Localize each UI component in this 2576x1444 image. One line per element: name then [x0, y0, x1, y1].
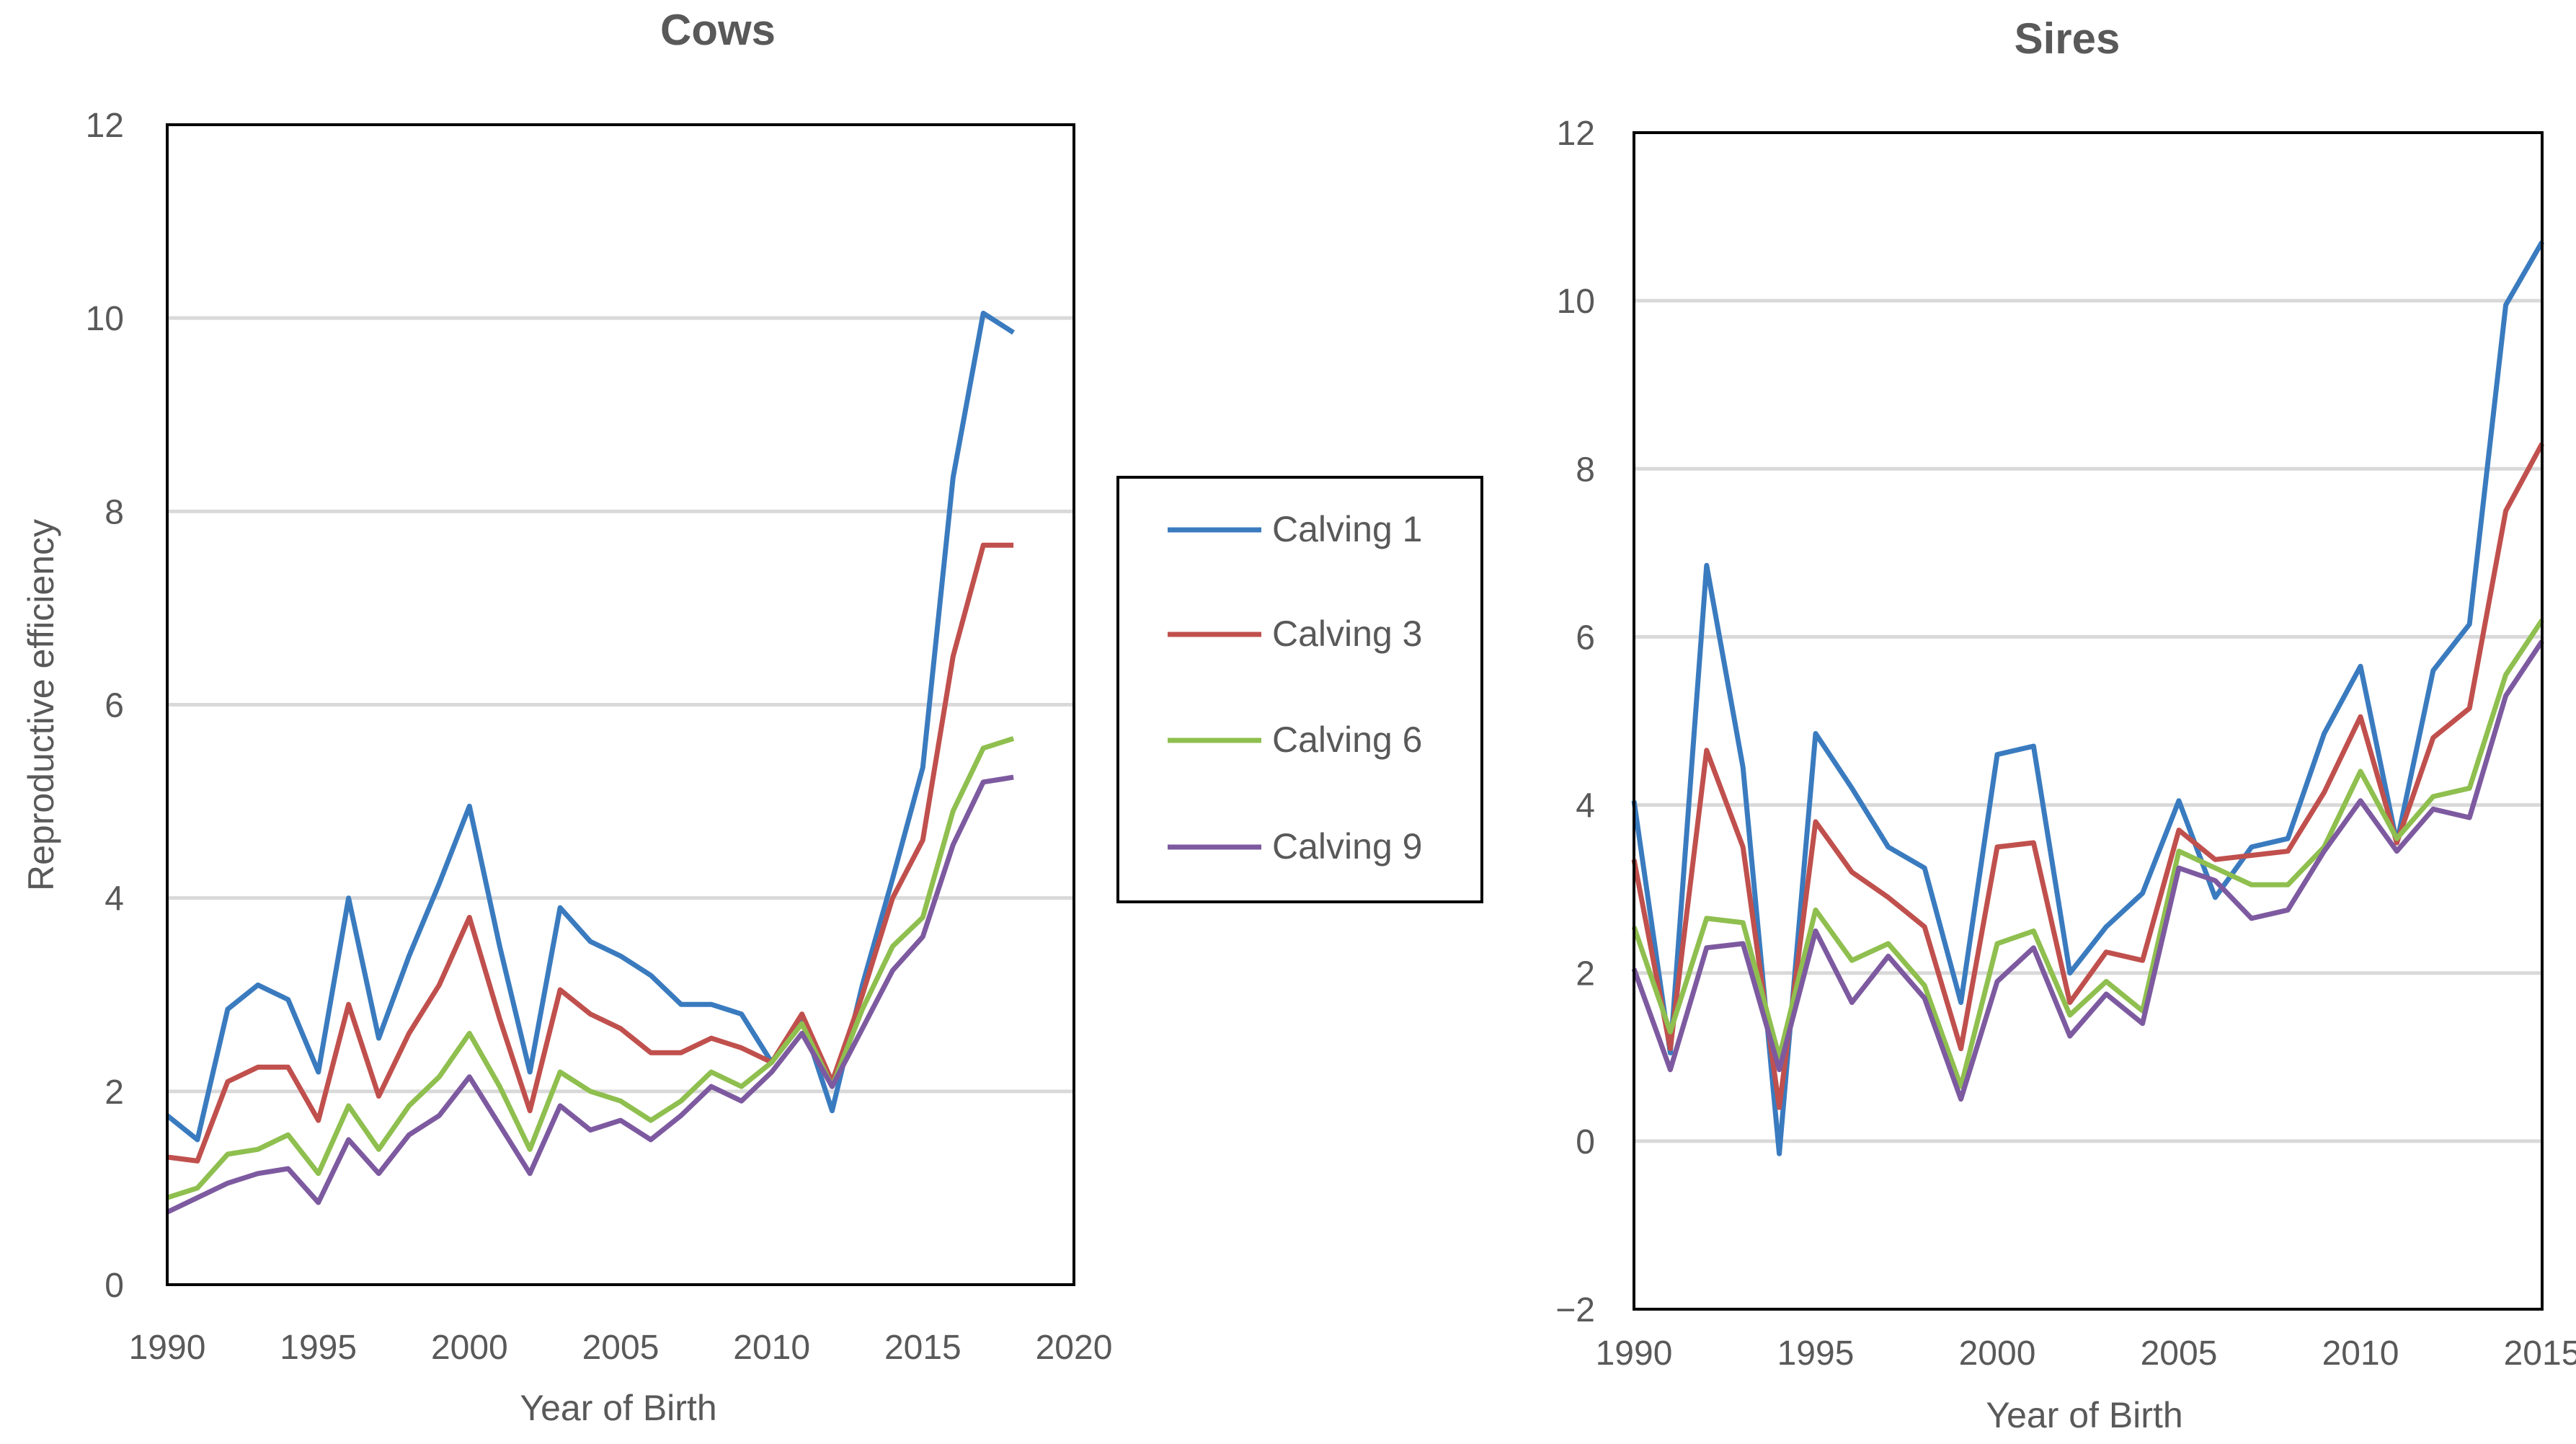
cows-x-tick-label: 2015: [884, 1329, 961, 1367]
cows-chart-title: Cows: [660, 6, 776, 54]
legend-entry-calving-9: Calving 9: [1168, 826, 1422, 867]
sires-x-tick-label: 2015: [2504, 1334, 2576, 1373]
cows-x-tick-label: 2010: [733, 1329, 810, 1367]
cows-y-tick-label: 2: [105, 1073, 124, 1112]
cows-y-tick-label: 0: [105, 1267, 124, 1305]
legend-label-calving-9: Calving 9: [1272, 826, 1422, 867]
sires-line-calving-3: [1631, 442, 2545, 1110]
sires-x-tick-label: 2010: [2322, 1334, 2399, 1373]
cows-y-tick-label: 10: [86, 300, 124, 338]
cows-line-calving-1: [165, 311, 1015, 1143]
cows-x-tick-label: 1990: [129, 1329, 206, 1367]
legend-label-calving-1: Calving 1: [1272, 509, 1422, 549]
cows-y-tick-labels: 0 2 4 6 8 10 12: [86, 107, 124, 1305]
sires-x-tick-label: 2000: [1959, 1334, 2036, 1373]
cows-line-calving-3: [166, 542, 1014, 1164]
cows-y-axis-title: Reproductive efficiency: [21, 519, 61, 891]
sires-chart-title: Sires: [2015, 14, 2120, 63]
cows-y-tick-label: 12: [86, 107, 124, 145]
cows-y-tick-label: 4: [105, 880, 124, 918]
cows-gridlines: [167, 316, 1074, 1094]
legend-label-calving-3: Calving 3: [1272, 614, 1422, 654]
sires-y-tick-label: 0: [1576, 1123, 1595, 1161]
cows-line-calving-9: [166, 774, 1014, 1215]
sires-series-lines: [1631, 240, 2545, 1156]
cows-x-axis-title: Year of Birth: [520, 1388, 716, 1428]
sires-y-tick-label: 6: [1576, 619, 1595, 657]
sires-x-tick-label: 1990: [1596, 1334, 1673, 1373]
sires-x-tick-label: 2005: [2141, 1334, 2218, 1373]
sires-y-tick-labels: −2 0 2 4 6 8 10 12: [1555, 115, 1595, 1329]
sires-x-axis-title: Year of Birth: [1986, 1395, 2182, 1435]
sires-y-tick-label: 8: [1576, 451, 1595, 489]
cows-y-tick-label: 8: [105, 493, 124, 531]
sires-y-tick-label: 2: [1576, 955, 1595, 993]
sires-line-calving-9: [1631, 639, 2544, 1102]
sires-line-calving-6: [1631, 619, 2544, 1089]
sires-y-tick-label: 10: [1557, 283, 1595, 321]
legend-label-calving-6: Calving 6: [1272, 719, 1422, 760]
sires-chart: Sires −2 0 2 4 6 8 10 12 1990 1995 2000 2005 2010 20…: [1555, 14, 2576, 1435]
legend: Calving 1 Calving 3 Calving 6 Calving 9: [1116, 476, 1483, 903]
sires-plot-frame: [1633, 131, 2544, 1311]
cows-plot-frame: [166, 123, 1075, 1286]
cows-x-tick-labels: 1990 1995 2000 2005 2010 2015 2020: [129, 1329, 1113, 1367]
cows-x-tick-label: 2000: [431, 1329, 508, 1367]
cows-chart: Cows 0 2 4 6 8 10 12 1990 1995 2000 2005 2010 2015 2…: [21, 6, 1112, 1428]
legend-box: [1116, 476, 1483, 903]
cows-line-calving-6: [166, 736, 1015, 1200]
cows-x-tick-label: 2020: [1036, 1329, 1113, 1367]
cows-x-tick-label: 1995: [280, 1329, 357, 1367]
sires-x-tick-label: 1995: [1777, 1334, 1855, 1373]
cows-series-lines: [165, 311, 1015, 1215]
legend-entry-calving-3: Calving 3: [1168, 614, 1422, 654]
sires-y-tick-label: −2: [1555, 1291, 1595, 1329]
sires-x-tick-labels: 1990 1995 2000 2005 2010 2015: [1596, 1334, 2576, 1373]
legend-entry-calving-6: Calving 6: [1168, 719, 1422, 760]
cows-x-tick-label: 2005: [582, 1329, 659, 1367]
sires-y-tick-label: 4: [1576, 787, 1595, 825]
legend-entry-calving-1: Calving 1: [1168, 509, 1422, 549]
sires-y-tick-label: 12: [1557, 115, 1595, 153]
cows-y-tick-label: 6: [105, 687, 124, 725]
